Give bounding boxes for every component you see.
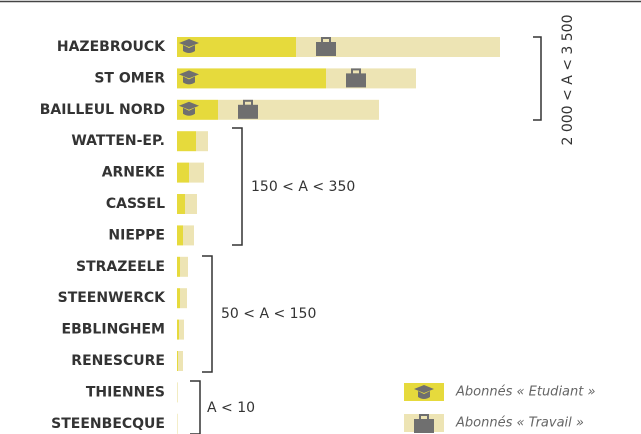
bar-segment [196, 131, 208, 152]
bracket [190, 380, 201, 434]
cap-top [179, 70, 199, 79]
bag-body [316, 42, 336, 56]
bag-body [346, 73, 366, 88]
bar-segment [189, 162, 204, 183]
cap-icon [179, 39, 199, 53]
briefcase-icon [316, 37, 336, 56]
bar-segment [177, 351, 178, 371]
category-label: RENESCURE [71, 353, 165, 369]
briefcase-icon [414, 414, 434, 433]
cap-base [183, 45, 195, 53]
range-annotation: 2 000 < A < 3 500 [560, 15, 576, 146]
bar-segment [177, 225, 183, 246]
category-label: NIEPPE [108, 227, 165, 243]
briefcase-icon [346, 68, 366, 88]
briefcase-icon [238, 99, 258, 119]
bar-segment [178, 351, 183, 371]
bar-segment [326, 68, 416, 89]
bar-segment [177, 68, 326, 89]
cap-base [418, 391, 430, 399]
category-label: CASSEL [106, 196, 165, 212]
category-label: THIENNES [86, 384, 165, 400]
cap-top [179, 39, 199, 47]
legend-label: Abonnés « Travail » [455, 416, 584, 431]
category-label: STRAZEELE [76, 259, 165, 275]
category-label: ST OMER [94, 70, 165, 86]
cap-base [183, 107, 195, 116]
range-annotation: 150 < A < 350 [251, 179, 355, 195]
cap-top [179, 101, 199, 110]
bracket [232, 127, 243, 246]
bracket [202, 255, 213, 373]
bar-segment [218, 99, 379, 120]
bar-segment [177, 162, 189, 183]
range-annotation: A < 10 [207, 400, 255, 416]
category-label: STEENWERCK [58, 290, 167, 306]
bar-segment [177, 37, 296, 57]
bag-body [414, 419, 434, 433]
cap-base [183, 76, 195, 85]
cap-top [414, 385, 434, 393]
bar-segment [185, 194, 197, 214]
bag-body [238, 104, 258, 119]
bar-segment [177, 256, 180, 277]
legend-label: Abonnés « Etudiant » [455, 385, 596, 400]
cap-icon [179, 101, 199, 116]
bar-segment [177, 319, 179, 340]
category-label: WATTEN-EP. [71, 133, 165, 149]
category-label: BAILLEUL NORD [40, 102, 165, 118]
category-label: ARNEKE [102, 165, 165, 181]
bar-segment [183, 225, 194, 246]
bracket [533, 36, 542, 121]
category-label: HAZEBROUCK [57, 39, 166, 55]
bar-segment [177, 131, 196, 152]
bar-segment [177, 194, 185, 214]
cap-icon [414, 385, 434, 399]
cap-icon [179, 70, 199, 85]
bar-segment [296, 37, 500, 57]
range-annotation: 50 < A < 150 [221, 306, 316, 322]
bar-segment [180, 288, 187, 309]
bar-segment [177, 382, 178, 403]
category-label: EBBLINGHEM [62, 322, 165, 338]
bar-segment [180, 256, 188, 277]
bar-segment [179, 319, 184, 340]
category-label: STEENBECQUE [51, 416, 165, 432]
bar-segment [177, 288, 180, 309]
bar-segment [177, 413, 178, 434]
